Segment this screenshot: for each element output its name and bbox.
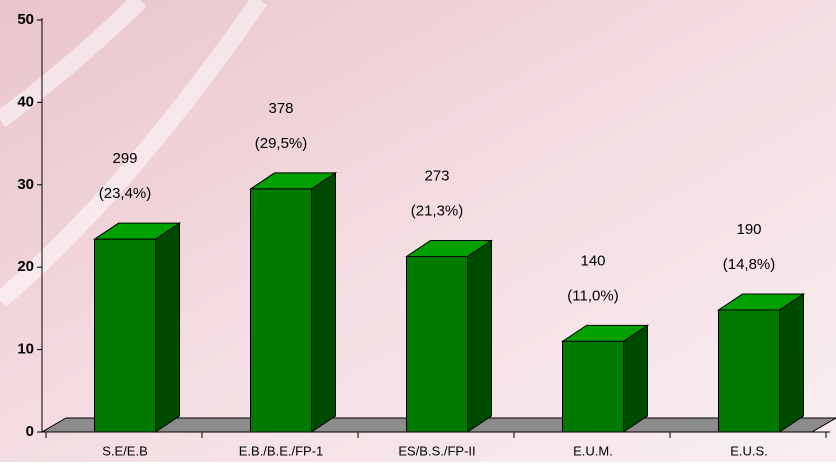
bar xyxy=(406,255,468,433)
x-tick-label: ES/B.S./FP-II xyxy=(398,443,475,458)
bar-side xyxy=(467,239,492,433)
bar xyxy=(94,238,156,433)
y-tick-label: 0 xyxy=(26,423,34,440)
value-label: (21,3%) xyxy=(411,202,464,219)
y-tick-label: 50 xyxy=(17,11,34,28)
y-tick-label: 20 xyxy=(17,258,34,275)
count-label: 140 xyxy=(580,252,605,269)
value-label: (23,4%) xyxy=(99,185,152,202)
value-label: (14,8%) xyxy=(723,256,776,273)
count-label: 378 xyxy=(268,100,293,117)
bar xyxy=(718,309,780,433)
decoration xyxy=(0,0,268,307)
bar-side xyxy=(311,171,336,433)
bar xyxy=(562,340,624,433)
y-tick-label: 10 xyxy=(17,341,34,358)
bar-side xyxy=(623,324,648,433)
value-label: (29,5%) xyxy=(255,135,308,152)
bar xyxy=(250,188,312,433)
y-tick-label: 30 xyxy=(17,176,34,193)
count-label: 299 xyxy=(112,150,137,167)
x-tick-label: E.U.S. xyxy=(730,443,768,458)
value-label: (11,0%) xyxy=(567,287,618,304)
x-tick-label: E.B./B.E./FP-1 xyxy=(239,443,324,458)
x-tick-label: S.E/E.B xyxy=(102,443,148,458)
count-label: 273 xyxy=(424,167,449,184)
bar-side xyxy=(779,293,804,433)
count-label: 190 xyxy=(736,221,761,238)
y-tick-label: 40 xyxy=(17,93,34,110)
bar-side xyxy=(155,222,180,433)
x-tick-label: E.U.M. xyxy=(573,443,613,458)
